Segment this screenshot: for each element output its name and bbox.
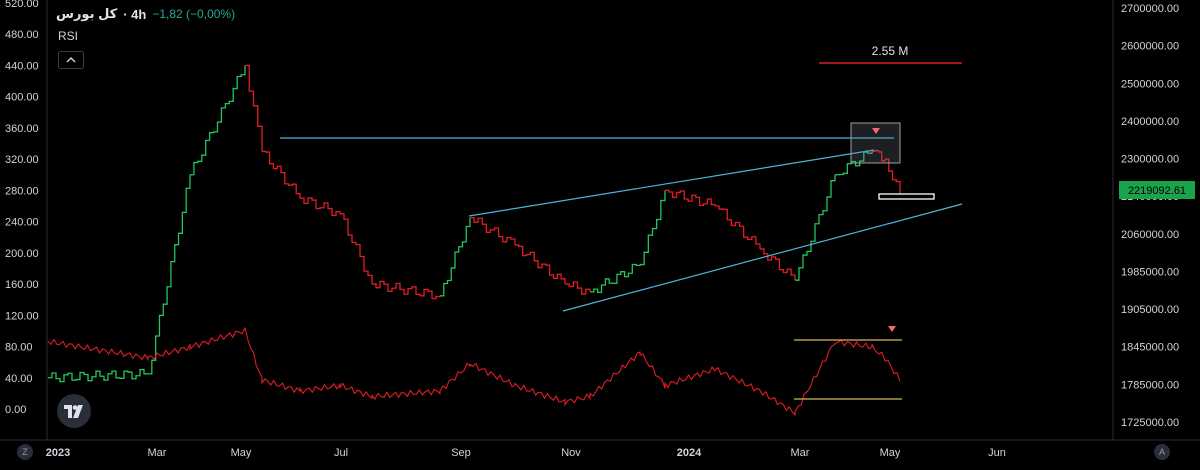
time-tick-label: Nov	[561, 447, 581, 459]
left-tick-label: 440.00	[5, 60, 39, 72]
price-segment	[872, 149, 886, 162]
z-button[interactable]: Z	[17, 444, 33, 460]
right-tick-label: 1845000.00	[1121, 342, 1179, 354]
drawings-layer	[280, 62, 963, 400]
symbol-header[interactable]: کل بورس · 4h −1,82 (−0,00%)	[56, 5, 235, 23]
right-tick-label: 2300000.00	[1121, 154, 1179, 166]
collapse-button[interactable]	[58, 51, 84, 69]
time-tick-label: Mar	[148, 447, 167, 459]
price-series	[48, 64, 901, 383]
timeframe-label: · 4h	[123, 6, 147, 22]
left-tick-label: 40.00	[5, 373, 33, 385]
price-segment	[48, 368, 149, 383]
price-segment	[885, 158, 901, 195]
left-tick-label: 120.00	[5, 310, 39, 322]
last-price-value: 2219092.61	[1128, 185, 1186, 197]
right-tick-label: 2060000.00	[1121, 229, 1179, 241]
time-tick-label: May	[880, 447, 901, 459]
upper-channel-line	[468, 149, 875, 217]
left-tick-label: 400.00	[5, 92, 39, 104]
price-segment	[148, 174, 191, 375]
price-segment	[665, 189, 716, 207]
price-segment	[372, 280, 441, 300]
left-tick-label: 280.00	[5, 185, 39, 197]
price-segment	[760, 248, 796, 281]
right-axis: 2700000.00 2600000.00 2500000.00 2400000.00…	[1119, 3, 1195, 429]
time-tick-label: Jul	[334, 447, 348, 459]
lower-channel-line	[562, 203, 963, 312]
price-segment	[640, 190, 666, 266]
price-segment	[795, 174, 836, 281]
right-tick-label: 2600000.00	[1121, 41, 1179, 53]
left-tick-label: 360.00	[5, 123, 39, 135]
left-tick-label: 320.00	[5, 154, 39, 166]
right-tick-label: 1985000.00	[1121, 266, 1179, 278]
price-segment	[835, 151, 873, 176]
left-tick-label: 480.00	[5, 29, 39, 41]
right-tick-label: 2400000.00	[1121, 116, 1179, 128]
right-tick-label: 1785000.00	[1121, 379, 1179, 391]
target-zone	[878, 193, 935, 200]
rsi-sell-marker	[888, 326, 896, 332]
price-segment	[262, 150, 301, 199]
price-segment	[190, 65, 246, 176]
price-segment	[565, 281, 591, 295]
right-tick-label: 2500000.00	[1121, 78, 1179, 90]
left-tick-label: 240.00	[5, 217, 39, 229]
price-segment	[440, 217, 471, 297]
time-tick-label: 2024	[677, 447, 702, 459]
sell-marker	[872, 128, 880, 134]
left-tick-label: 200.00	[5, 248, 39, 260]
chevron-up-icon	[66, 57, 76, 63]
price-segment	[715, 205, 761, 249]
price-segment	[515, 244, 566, 285]
time-tick-label: May	[231, 447, 252, 459]
a-button[interactable]: A	[1154, 444, 1170, 460]
left-tick-label: 520.00	[5, 0, 39, 10]
price-segment	[470, 217, 516, 246]
indicator-label[interactable]: RSI	[58, 29, 79, 43]
price-segment	[300, 197, 341, 217]
price-segment	[590, 263, 641, 294]
last-price-tag	[1119, 181, 1195, 199]
time-axis: 2023 Mar May Jul Sep Nov 2024 Mar May Jun	[46, 447, 1006, 459]
right-tick-label: 1725000.00	[1121, 417, 1179, 429]
left-tick-label: 160.00	[5, 279, 39, 291]
price-segment	[245, 64, 263, 152]
rsi-series	[47, 327, 901, 417]
price-segment	[340, 213, 373, 285]
time-tick-label: Jun	[988, 447, 1006, 459]
left-tick-label: 80.00	[5, 342, 33, 354]
rsi-line	[47, 327, 901, 417]
right-tick-label: 2700000.00	[1121, 3, 1179, 15]
right-tick-label: 1905000.00	[1121, 304, 1179, 316]
time-tick-label: Mar	[791, 447, 810, 459]
symbol-name: کل بورس	[56, 6, 118, 21]
left-tick-label: 0.00	[5, 404, 26, 416]
level-annotation: 2.55 M	[871, 44, 909, 58]
tradingview-logo-icon[interactable]	[57, 394, 91, 428]
time-tick-label: Sep	[451, 447, 471, 459]
time-tick-label: 2023	[46, 447, 70, 459]
left-axis: 520.00 480.00 440.00 400.00 360.00 320.00 280.…	[0, 0, 1200, 441]
change-value: −1,82 (−0,00%)	[152, 7, 236, 21]
